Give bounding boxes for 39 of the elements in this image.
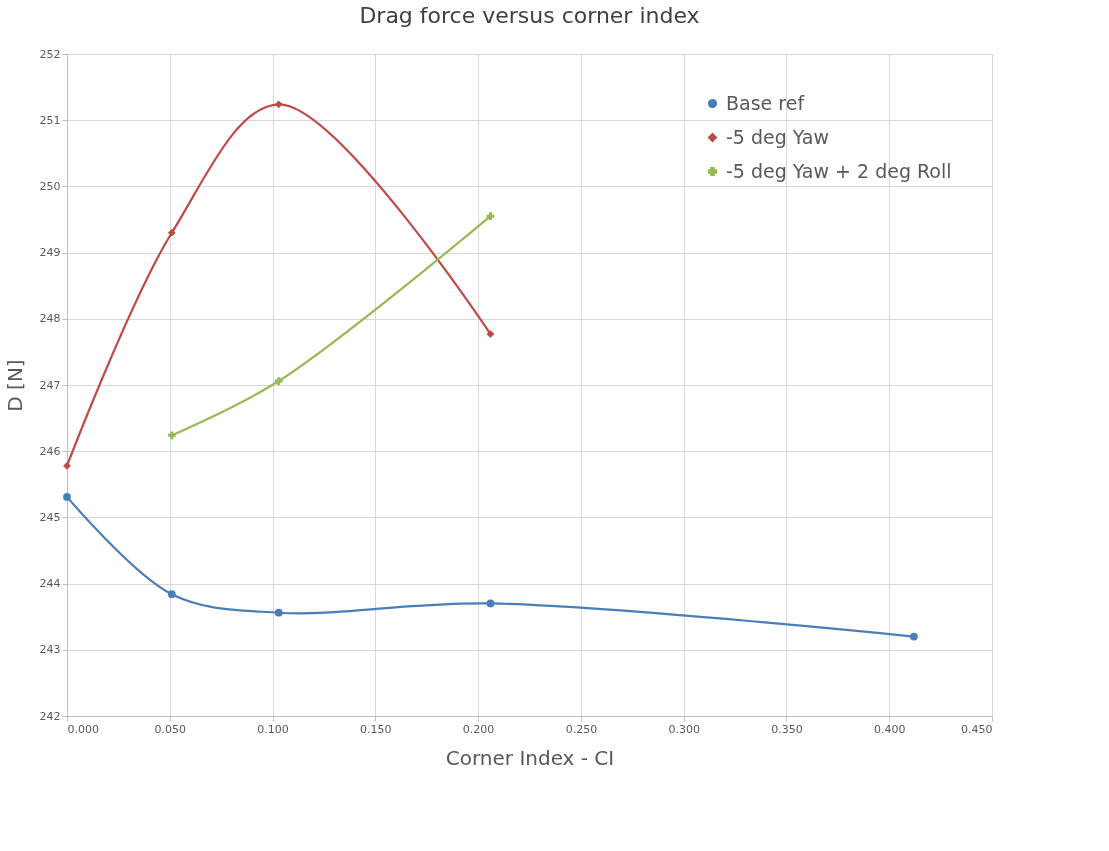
y-tick-label: 245	[39, 510, 61, 524]
x-tick-label: 0.350	[771, 722, 803, 736]
x-tick-label: 0.200	[462, 722, 495, 736]
point	[167, 431, 176, 440]
y-tick-label: 242	[39, 709, 61, 723]
y-tick-label: 251	[39, 113, 61, 127]
point	[167, 228, 176, 237]
point	[63, 493, 71, 501]
y-tick-label: 243	[39, 643, 61, 657]
legend-label: Base ref	[726, 91, 806, 114]
point	[486, 599, 495, 608]
point	[274, 608, 283, 617]
legend-label: -5 deg Yaw + 2 deg Roll	[726, 159, 952, 182]
y-tick-label: 250	[39, 179, 61, 193]
y-tick-label: 248	[39, 312, 61, 326]
point	[274, 377, 283, 385]
point	[63, 461, 71, 470]
point	[910, 632, 918, 641]
point	[274, 100, 283, 109]
y-tick-label: 246	[39, 444, 61, 458]
x-tick-label: 0.400	[873, 722, 906, 736]
x-tick-label: 0.450	[961, 722, 993, 736]
x-tick-label: 0.100	[257, 722, 289, 736]
y-tick-label: 249	[39, 246, 61, 260]
y-axis-title: D [N]	[2, 359, 27, 412]
x-tick-label: 0.050	[154, 722, 187, 736]
x-axis-title: Corner Index - CI	[445, 745, 615, 770]
x-tick-label: 0.150	[360, 722, 392, 736]
chart-title: Drag force versus corner index	[359, 3, 700, 28]
point	[167, 590, 176, 599]
x-tick-label: 0.300	[668, 722, 700, 736]
point	[486, 330, 495, 338]
x-tick-label: 0.250	[565, 722, 598, 736]
legend-label: -5 deg Yaw	[726, 125, 830, 148]
y-tick-label: 252	[39, 47, 61, 61]
y-tick-label: 244	[39, 577, 61, 591]
x-tick-label: 0.000	[67, 722, 99, 736]
y-tick-label: 247	[39, 378, 61, 392]
point	[486, 212, 495, 221]
